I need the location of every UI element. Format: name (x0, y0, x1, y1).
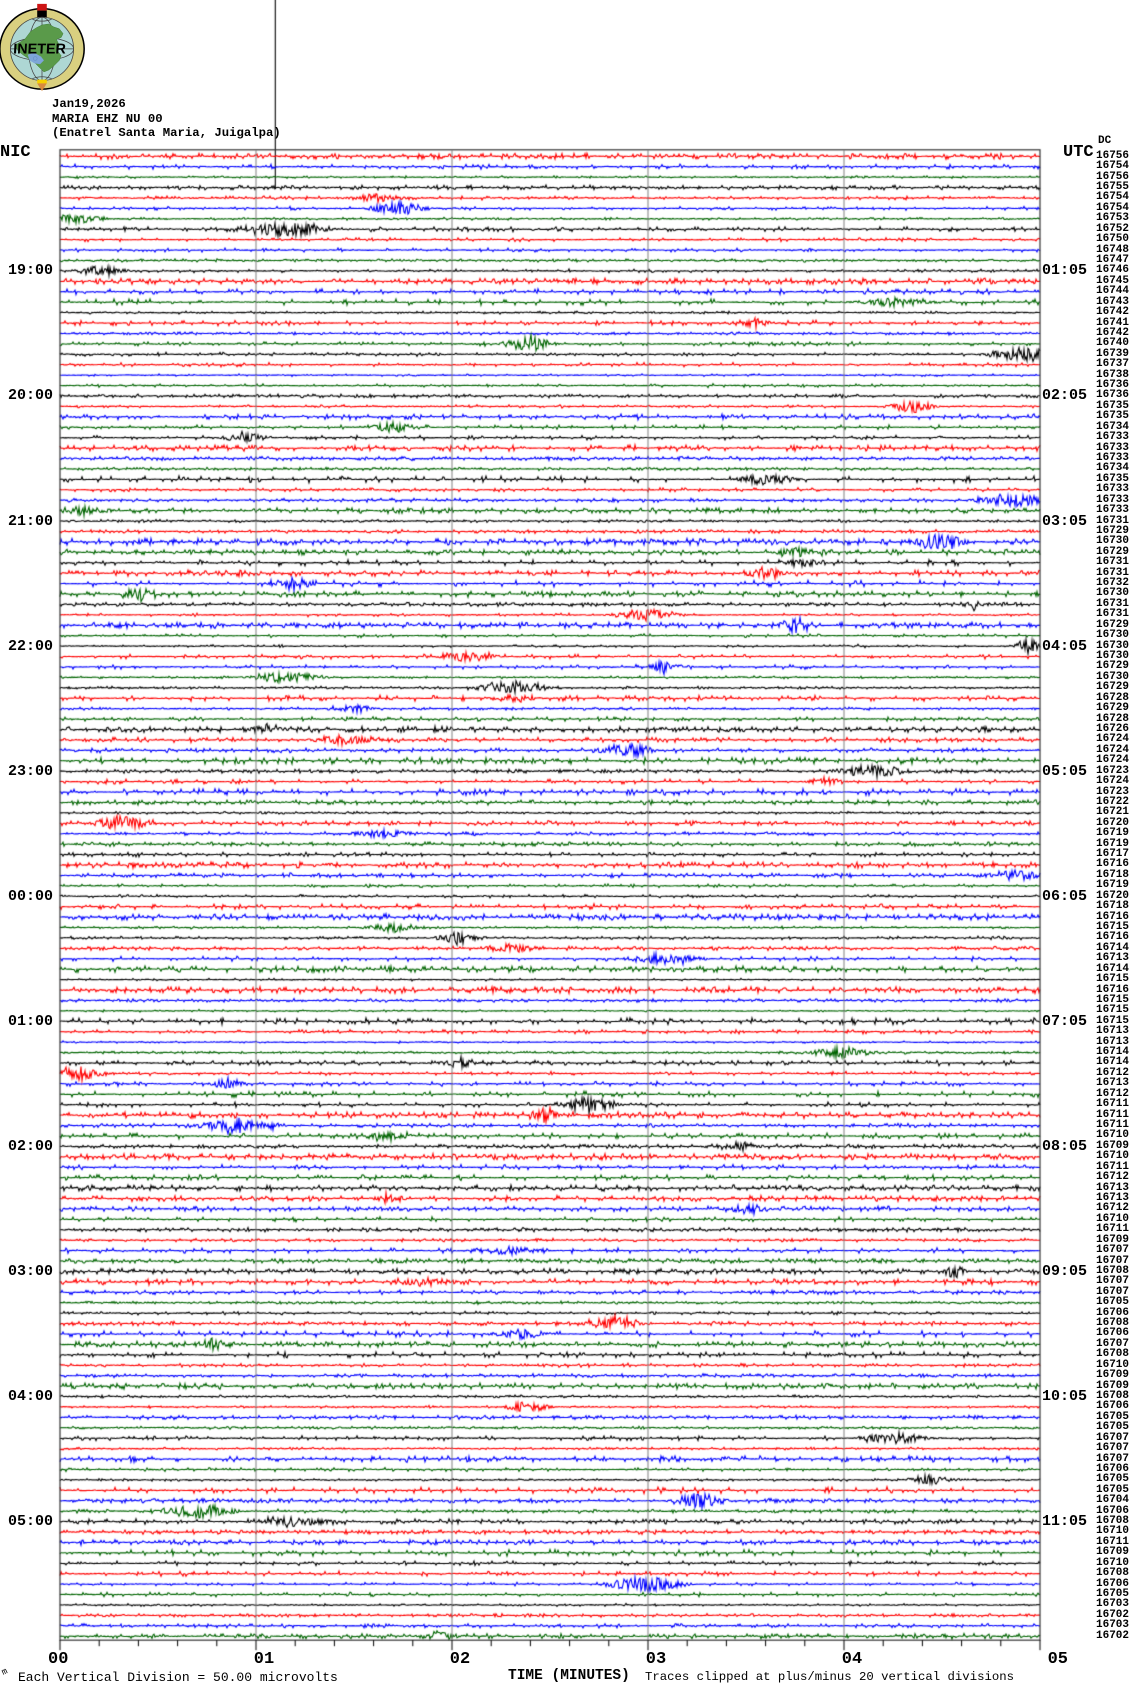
svg-text:INETER: INETER (13, 42, 67, 58)
